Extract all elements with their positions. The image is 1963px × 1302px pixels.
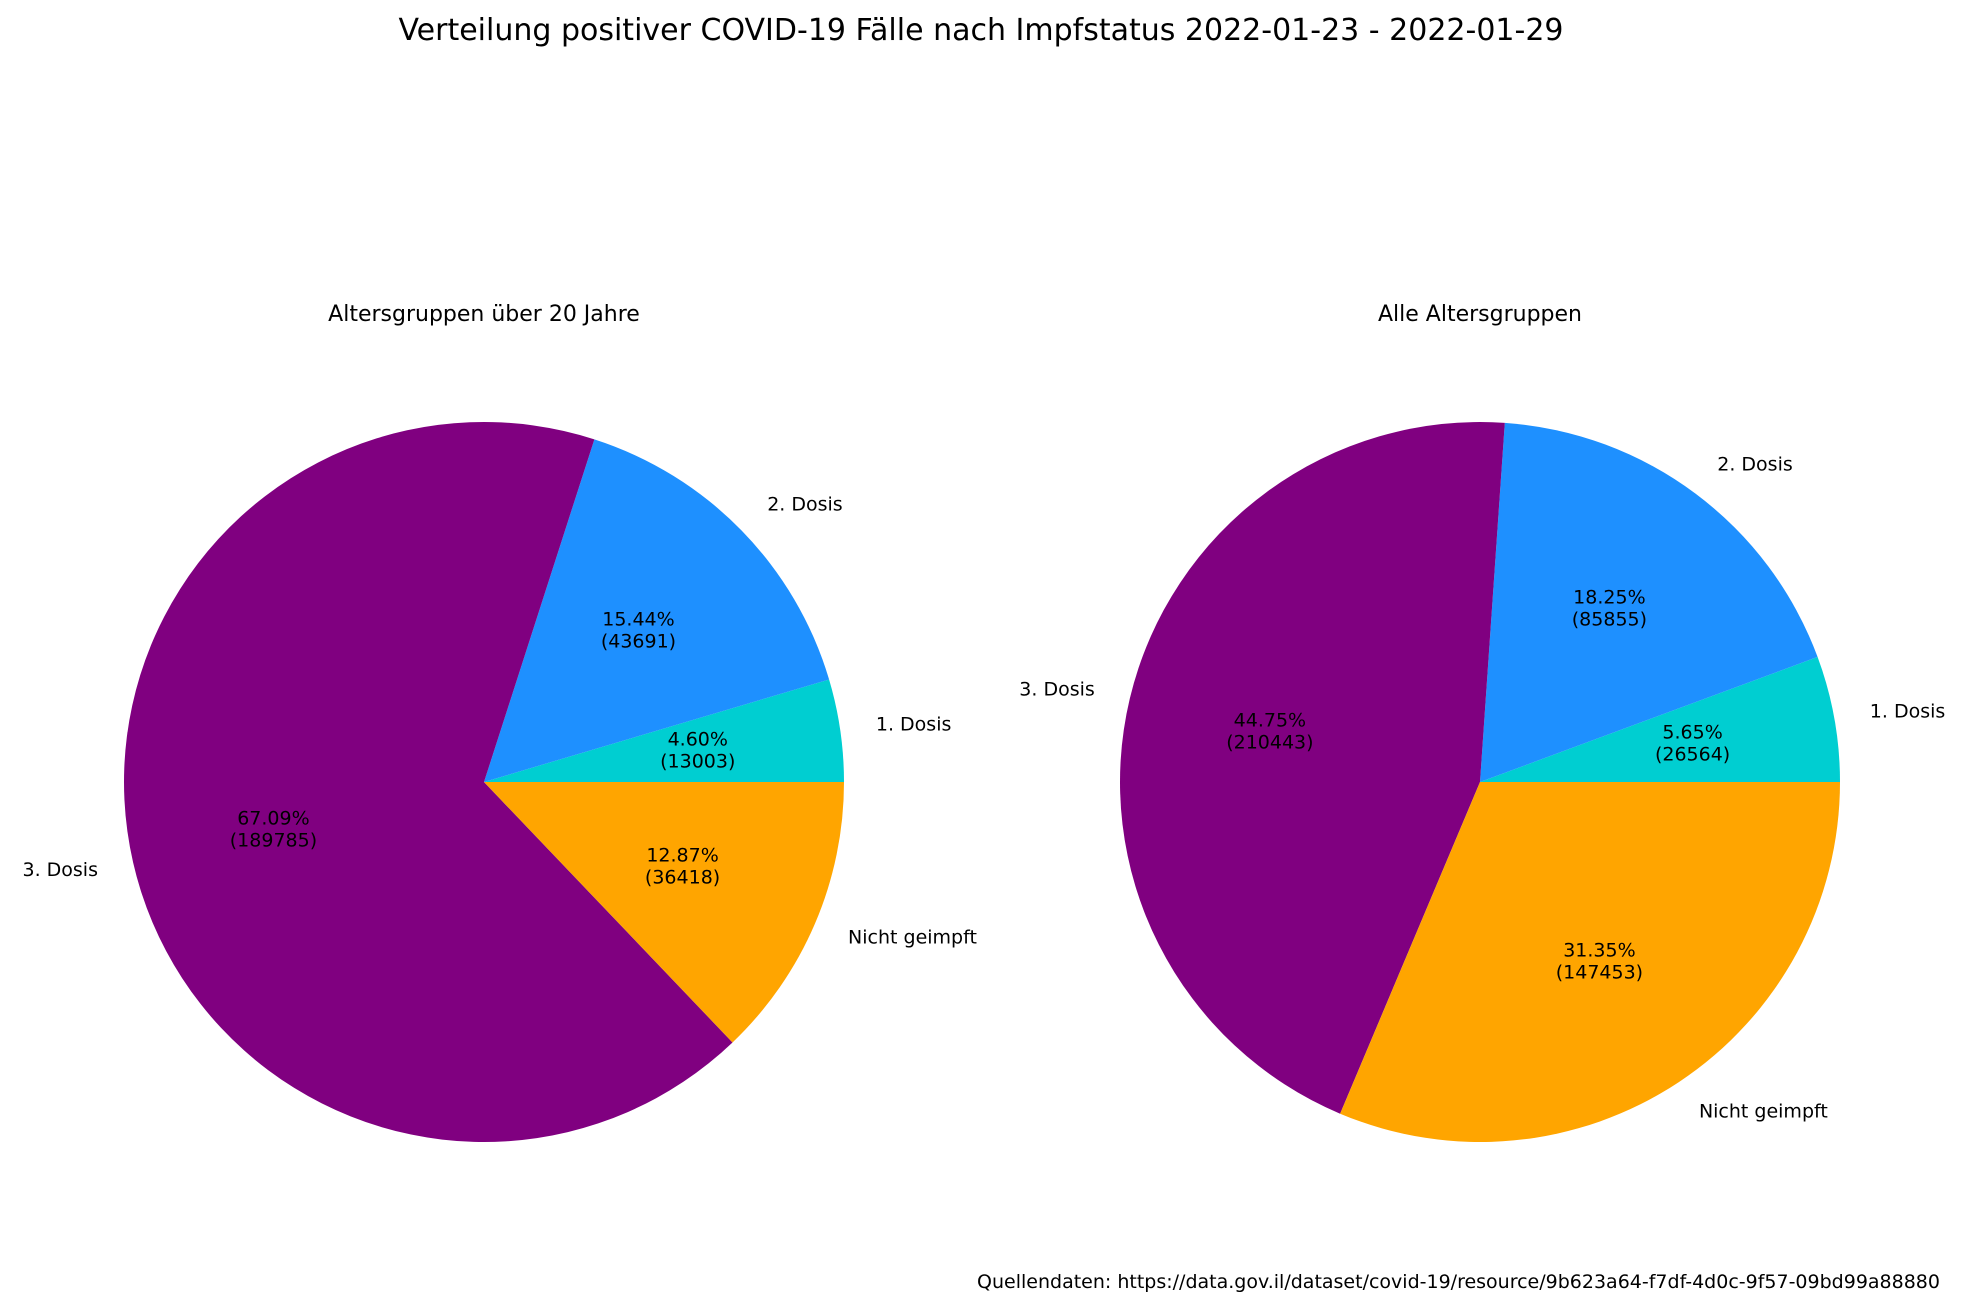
pie-count-over-20-3-dosis: (189785) bbox=[230, 830, 317, 852]
pie-count-over-20-2-dosis: (43691) bbox=[601, 631, 676, 653]
pie-percent-all-ages-2-dosis: 18.25% bbox=[1573, 587, 1645, 609]
pie-percent-over-20-2-dosis: 15.44% bbox=[602, 609, 674, 631]
pie-labels-all-ages: 1. Dosis 5.65%(26564) 2. Dosis 18.25%(85855… bbox=[1019, 453, 1945, 1122]
pie-percent-over-20-nicht-geimpft: 12.87% bbox=[646, 844, 718, 866]
pie-percent-all-ages-1-dosis: 5.65% bbox=[1662, 721, 1722, 743]
pie-label-over-20-3-dosis: 3. Dosis bbox=[22, 859, 98, 881]
pie-slice-over-20-3-dosis bbox=[124, 422, 733, 1142]
pie-label-over-20-nicht-geimpft: Nicht geimpft bbox=[848, 926, 977, 948]
source-note: Quellendaten: https://data.gov.il/datase… bbox=[977, 1271, 1940, 1293]
pie-slices-over-20 bbox=[124, 422, 844, 1142]
pie-label-over-20-1-dosis: 1. Dosis bbox=[876, 714, 952, 736]
pie-label-all-ages-2-dosis: 2. Dosis bbox=[1717, 453, 1793, 475]
figure-title: Verteilung positiver COVID-19 Fälle nach… bbox=[398, 13, 1563, 48]
pie-count-all-ages-3-dosis: (210443) bbox=[1226, 731, 1313, 753]
pie-count-all-ages-nicht-geimpft: (147453) bbox=[1556, 961, 1643, 983]
pie-slice-all-ages-nicht-geimpft bbox=[1340, 782, 1840, 1142]
pie-percent-all-ages-nicht-geimpft: 31.35% bbox=[1563, 939, 1635, 961]
pie-slice-all-ages-1-dosis bbox=[1480, 656, 1840, 782]
pie-count-over-20-1-dosis: (13003) bbox=[660, 750, 735, 772]
pie-chart-over-20: Altersgruppen über 20 Jahre 1. Dosis 4.60… bbox=[22, 302, 977, 1142]
pie-count-over-20-nicht-geimpft: (36418) bbox=[645, 866, 720, 888]
pie-percent-over-20-3-dosis: 67.09% bbox=[237, 808, 309, 830]
pie-title-over-20: Altersgruppen über 20 Jahre bbox=[328, 302, 640, 327]
pie-label-over-20-2-dosis: 2. Dosis bbox=[767, 494, 843, 516]
pie-slice-over-20-2-dosis bbox=[484, 439, 830, 782]
pie-label-all-ages-nicht-geimpft: Nicht geimpft bbox=[1699, 1100, 1828, 1122]
pie-slice-all-ages-2-dosis bbox=[1480, 422, 1818, 782]
pie-percent-over-20-1-dosis: 4.60% bbox=[668, 728, 728, 750]
pie-label-all-ages-1-dosis: 1. Dosis bbox=[1870, 701, 1946, 723]
pie-title-all-ages: Alle Altersgruppen bbox=[1378, 302, 1582, 327]
pie-label-all-ages-3-dosis: 3. Dosis bbox=[1019, 679, 1095, 701]
pie-count-all-ages-1-dosis: (26564) bbox=[1655, 743, 1730, 765]
pie-slices-all-ages bbox=[1120, 422, 1840, 1142]
pie-slice-all-ages-3-dosis bbox=[1120, 422, 1505, 1114]
pie-count-all-ages-2-dosis: (85855) bbox=[1572, 609, 1647, 631]
pie-slice-over-20-1-dosis bbox=[484, 679, 844, 782]
pie-slice-over-20-nicht-geimpft bbox=[484, 782, 844, 1043]
pie-labels-over-20: 1. Dosis 4.60%(13003) 2. Dosis 15.44%(43691… bbox=[22, 494, 976, 949]
pie-chart-all-ages: Alle Altersgruppen 1. Dosis 5.65%(26564) 2… bbox=[1019, 302, 1945, 1142]
pie-percent-all-ages-3-dosis: 44.75% bbox=[1234, 709, 1306, 731]
